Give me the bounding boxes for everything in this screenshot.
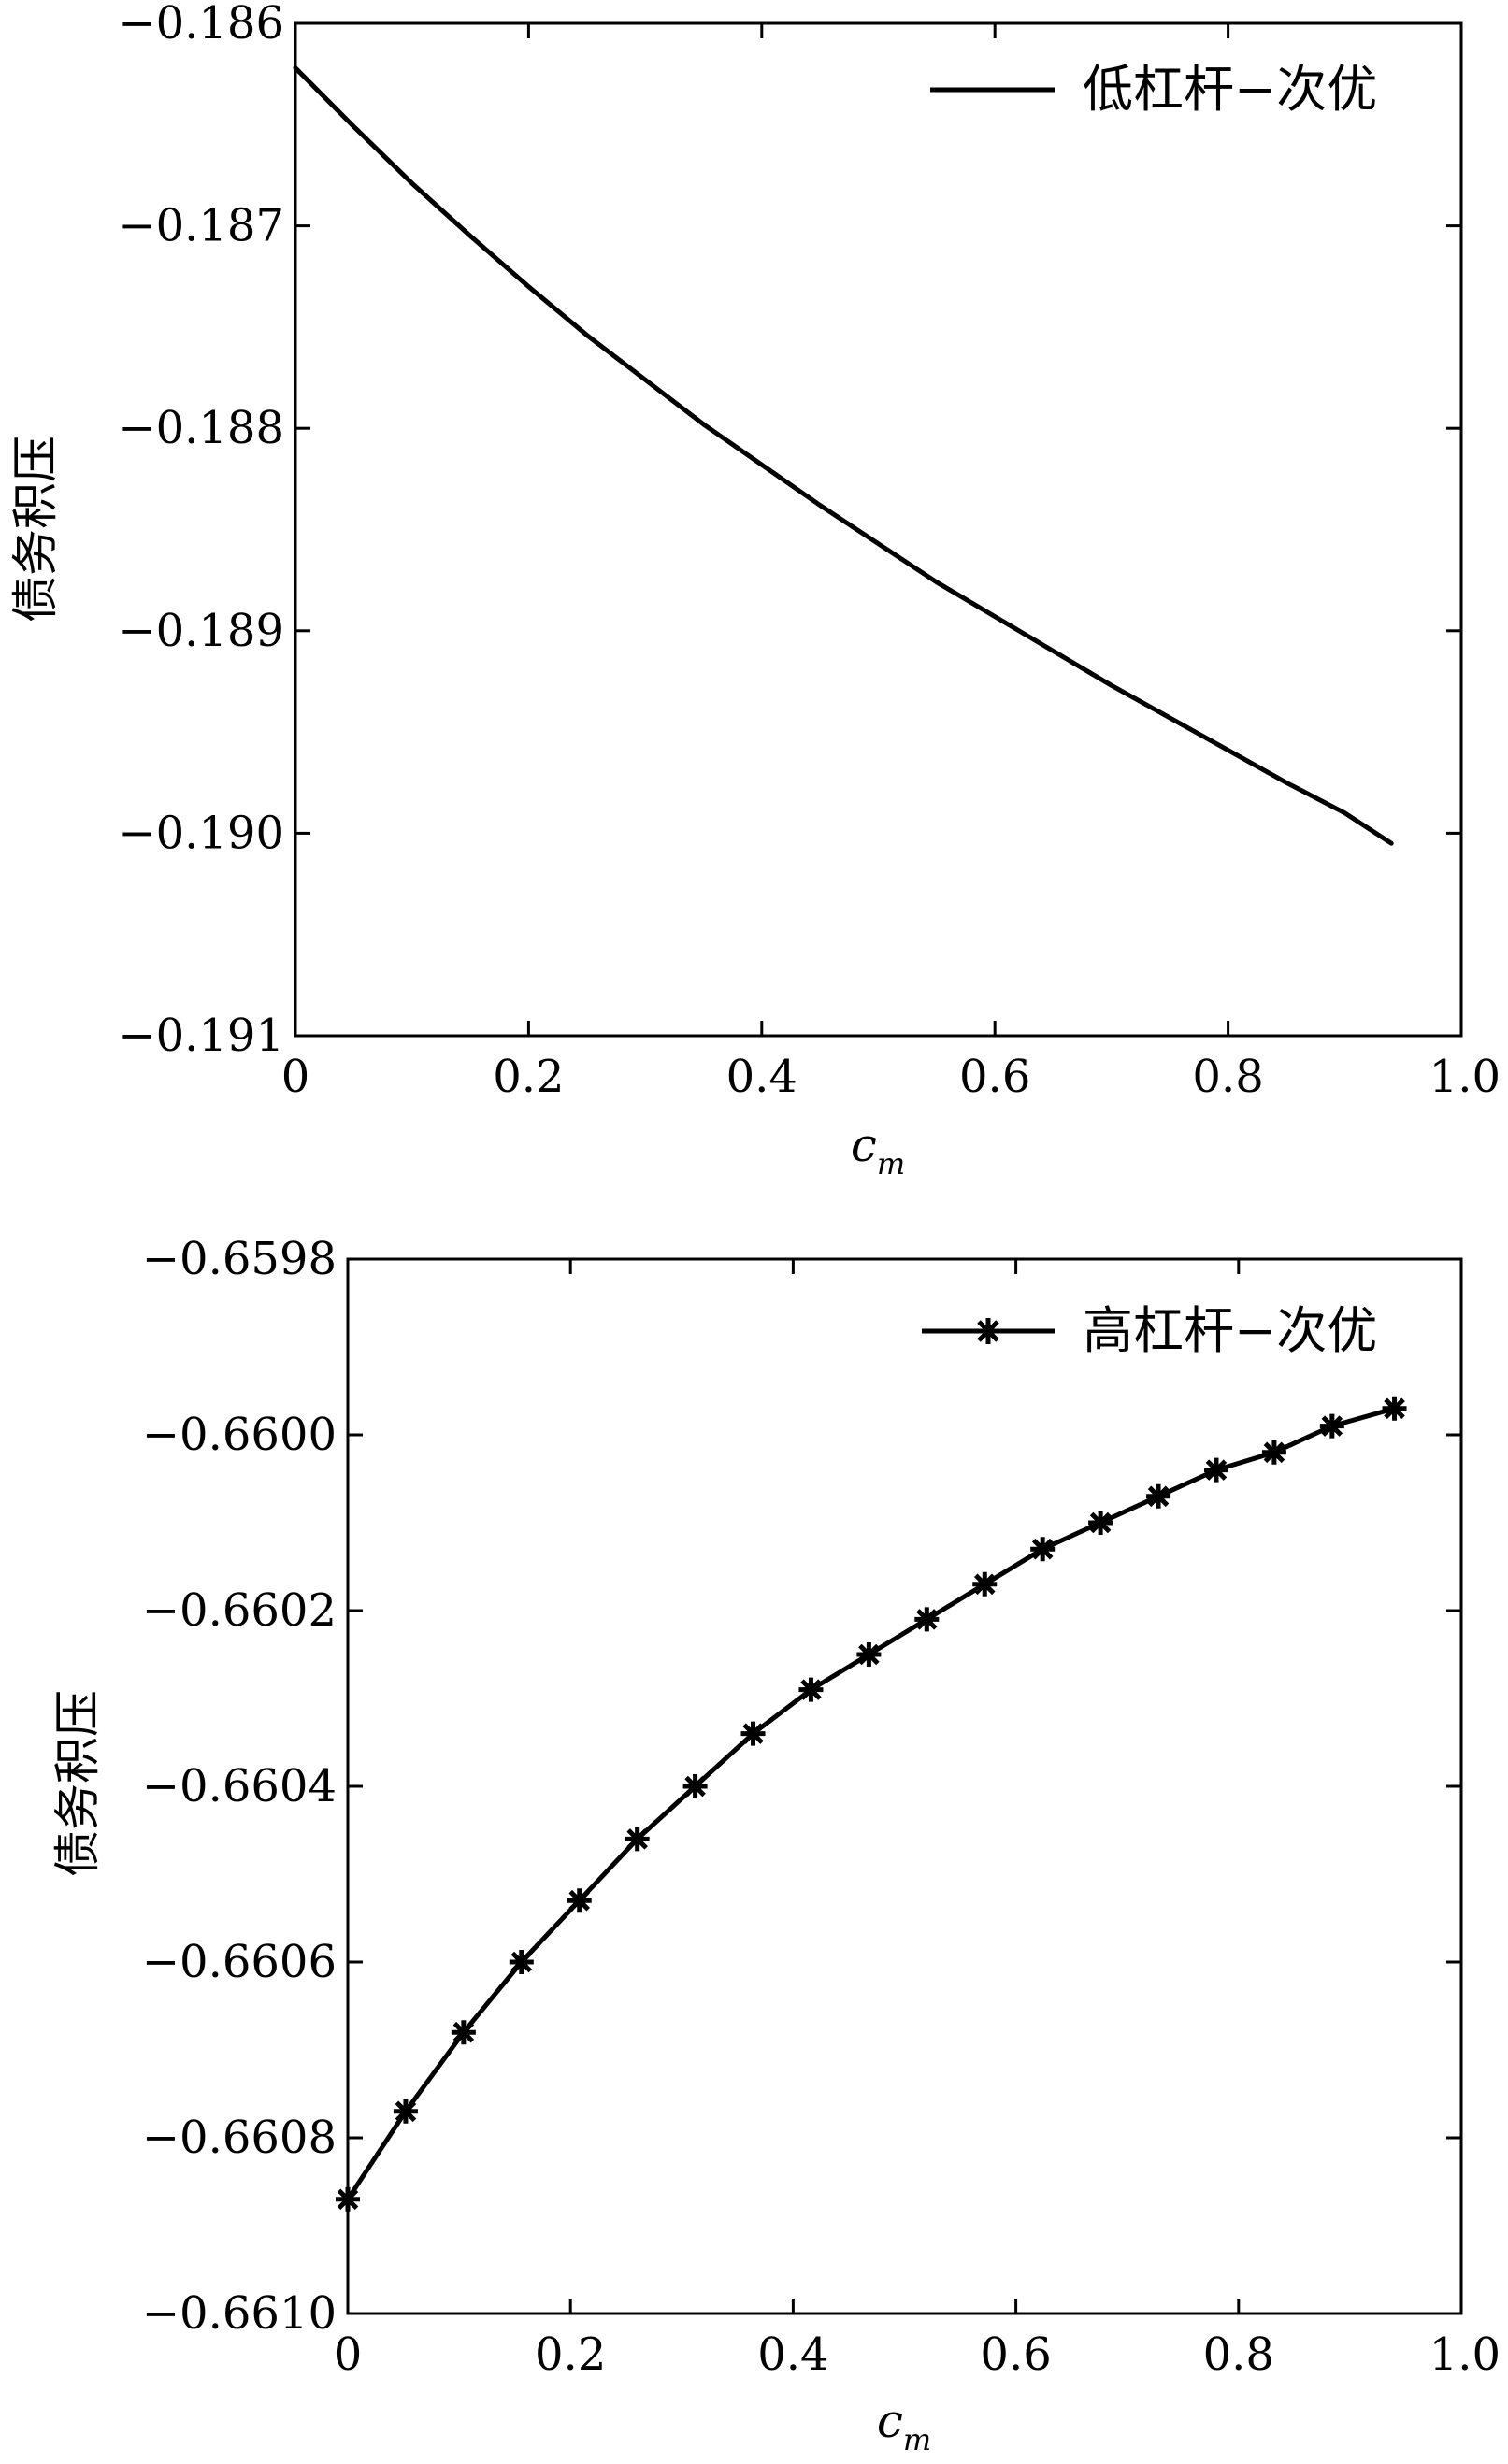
data-point bbox=[682, 1774, 708, 1798]
data-point bbox=[567, 1888, 592, 1913]
x-tick-label: 0 bbox=[334, 2328, 363, 2381]
y-tick-label: −0.186 bbox=[118, 0, 284, 50]
x-axis-label: cm bbox=[877, 2394, 931, 2457]
y-tick-label: −0.6604 bbox=[142, 1760, 337, 1812]
y-tick-label: −0.191 bbox=[118, 1010, 284, 1062]
y-tick-label: −0.6606 bbox=[142, 1936, 337, 1988]
y-ticks: −0.186 −0.187 −0.188 −0.189 −0.190 −0.191 bbox=[118, 0, 1461, 1062]
data-point bbox=[1203, 1457, 1228, 1483]
legend: 高杠杆−次优 bbox=[922, 1301, 1377, 1360]
x-tick-label: 0.2 bbox=[535, 2328, 606, 2381]
data-point bbox=[972, 1571, 998, 1597]
data-point bbox=[1319, 1413, 1344, 1439]
series-line-0 bbox=[293, 65, 1394, 846]
x-tick-label: 0.6 bbox=[959, 1051, 1030, 1103]
y-tick-label: −0.6602 bbox=[142, 1584, 337, 1637]
chart-high-leverage: −0.6598 −0.6600 −0.6602 −0.6604 −0.6606 −0.66… bbox=[50, 1233, 1501, 2457]
y-tick-label: −0.189 bbox=[118, 605, 284, 657]
chart-low-leverage: −0.186 −0.187 −0.188 −0.189 −0.190 −0.191 0 0.… bbox=[8, 0, 1501, 1182]
y-tick-label: −0.6600 bbox=[142, 1409, 337, 1461]
series-layer bbox=[293, 65, 1394, 846]
y-ticks: −0.6598 −0.6600 −0.6602 −0.6604 −0.6606 −0.66… bbox=[142, 1233, 1461, 2340]
x-axis-label: cm bbox=[851, 1118, 905, 1182]
data-point bbox=[1261, 1440, 1286, 1465]
legend-label-low-leverage: 低杠杆−次优 bbox=[1083, 60, 1377, 119]
x-tick-label: 0.4 bbox=[757, 2328, 828, 2381]
data-point bbox=[1146, 1483, 1171, 1509]
x-tick-label: 0.8 bbox=[1192, 1051, 1263, 1103]
y-tick-label: −0.190 bbox=[118, 807, 284, 859]
x-tick-label: 0 bbox=[281, 1051, 310, 1103]
data-point bbox=[1030, 1537, 1056, 1562]
series-layer bbox=[336, 1396, 1407, 2212]
x-tick-label: 1.0 bbox=[1429, 2328, 1501, 2381]
y-axis-label: 债务积压 bbox=[50, 1690, 105, 1877]
y-tick-label: −0.188 bbox=[118, 402, 284, 454]
data-point bbox=[336, 2186, 360, 2212]
y-tick-label: −0.187 bbox=[118, 200, 284, 252]
y-tick-label: −0.6598 bbox=[142, 1233, 337, 1285]
x-ticks: 0 0.2 0.4 0.6 0.8 1.0 bbox=[281, 23, 1501, 1103]
data-point bbox=[798, 1677, 824, 1702]
x-tick-label: 0.2 bbox=[493, 1051, 564, 1103]
x-tick-label: 0.6 bbox=[980, 2328, 1051, 2381]
data-point bbox=[740, 1721, 766, 1746]
data-point bbox=[625, 1827, 650, 1852]
plot-frame bbox=[294, 21, 1463, 1038]
x-ticks: 0 0.2 0.4 0.6 0.8 1.0 bbox=[334, 1259, 1501, 2381]
y-tick-label: −0.6610 bbox=[142, 2287, 337, 2340]
x-tick-label: 0.8 bbox=[1203, 2328, 1274, 2381]
legend-marker-high-leverage bbox=[975, 1318, 1001, 1344]
data-point bbox=[856, 1642, 882, 1667]
y-tick-label: −0.6608 bbox=[142, 2112, 337, 2164]
data-point bbox=[509, 1950, 534, 1974]
y-axis-label: 债务积压 bbox=[8, 436, 63, 623]
data-point bbox=[451, 2020, 476, 2045]
data-point bbox=[393, 2099, 418, 2124]
legend: 低杠杆−次优 bbox=[930, 60, 1377, 119]
data-point bbox=[1382, 1396, 1407, 1421]
legend-label-high-leverage: 高杠杆−次优 bbox=[1083, 1301, 1377, 1360]
x-tick-label: 1.0 bbox=[1429, 1051, 1501, 1103]
data-point bbox=[914, 1607, 940, 1632]
data-point bbox=[1088, 1511, 1113, 1535]
x-tick-label: 0.4 bbox=[726, 1051, 797, 1103]
